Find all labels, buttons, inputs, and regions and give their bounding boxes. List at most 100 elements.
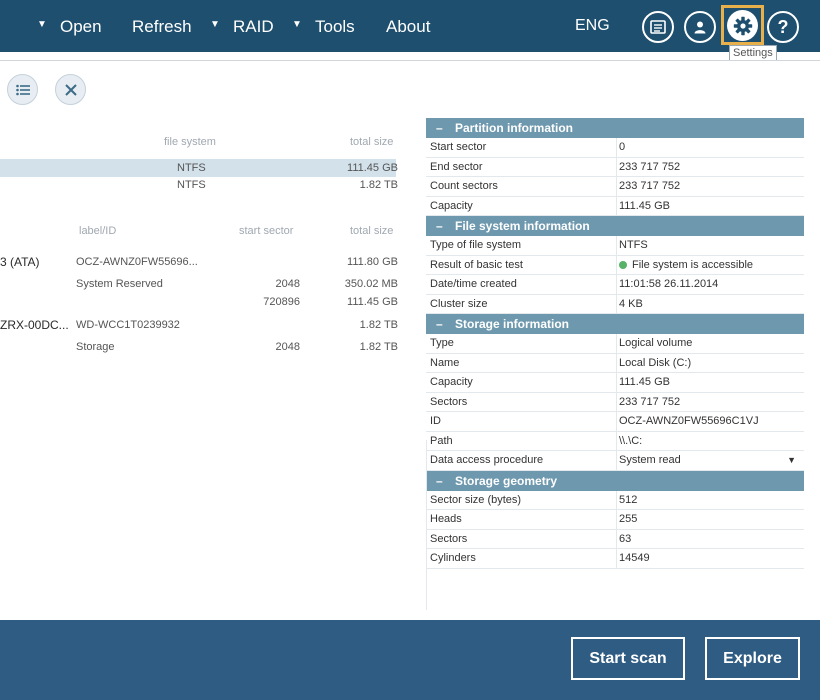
- settings-highlight-frame: [721, 5, 764, 45]
- section-file-system-information[interactable]: – File system information: [426, 216, 804, 236]
- storage-total-size[interactable]: 111.45 GB: [347, 296, 398, 308]
- info-value: 233 717 752: [619, 395, 681, 408]
- section-title: Storage information: [455, 317, 570, 331]
- menu-open[interactable]: Open: [60, 17, 102, 36]
- settings-tooltip: Settings: [729, 45, 777, 61]
- account-button[interactable]: [684, 11, 716, 43]
- storage-start-sector[interactable]: 2048: [275, 278, 300, 290]
- info-value: 11:01:58 26.11.2014: [619, 278, 719, 290]
- data-access-procedure-row: Data access procedure System read ▼: [426, 451, 804, 471]
- info-key: Data access procedure: [430, 454, 544, 466]
- info-value: 255: [619, 513, 638, 525]
- info-value: NTFS: [619, 239, 648, 251]
- info-row: Path \\.\C:: [426, 431, 804, 451]
- info-row: Date/time created 11:01:58 26.11.2014: [426, 275, 804, 295]
- storage-start-sector[interactable]: 720896: [263, 296, 300, 308]
- info-row: Sector size (bytes) 512: [426, 490, 804, 510]
- close-button[interactable]: [55, 74, 86, 105]
- info-row: Name Local Disk (C:): [426, 353, 804, 373]
- open-dropdown-arrow-icon[interactable]: ▼: [37, 19, 47, 30]
- info-row: Result of basic test File system is acces…: [426, 255, 804, 275]
- storage-total-size[interactable]: 111.80 GB: [347, 256, 398, 268]
- info-key: Date/time created: [430, 278, 517, 290]
- status-text: File system is accessible: [632, 258, 754, 271]
- data-access-procedure-select[interactable]: System read: [619, 454, 681, 466]
- col-header-total-size: total size: [350, 225, 394, 237]
- storage-total-size[interactable]: 1.82 TB: [359, 319, 398, 331]
- col-header-total-size: total size: [350, 136, 394, 148]
- log-button[interactable]: [642, 11, 674, 43]
- language-selector[interactable]: ENG: [575, 17, 610, 34]
- info-value: 4 KB: [619, 297, 643, 310]
- storage-label[interactable]: Storage: [76, 341, 115, 353]
- storage-name[interactable]: 3 (ATA): [0, 255, 40, 269]
- collapse-icon[interactable]: –: [436, 473, 443, 488]
- info-row: Cluster size 4 KB: [426, 294, 804, 314]
- tools-dropdown-arrow-icon[interactable]: ▼: [292, 19, 302, 30]
- info-row: Cylinders 14549: [426, 549, 804, 569]
- partition-total-size: 111.45 GB: [347, 162, 398, 174]
- storage-name[interactable]: ZRX-00DC...: [0, 318, 69, 332]
- help-button[interactable]: ?: [767, 11, 799, 43]
- explore-button[interactable]: Explore: [705, 637, 800, 680]
- panel-divider: [426, 440, 427, 610]
- col-header-start-sector: start sector: [239, 225, 294, 237]
- storage-label[interactable]: OCZ-AWNZ0FW55696...: [76, 256, 198, 268]
- info-value: 14549: [619, 552, 650, 564]
- info-key: Sectors: [430, 395, 468, 408]
- info-row: Capacity 111.45 GB: [426, 373, 804, 393]
- menu-raid[interactable]: RAID: [233, 17, 274, 36]
- svg-text:?: ?: [778, 18, 789, 36]
- info-row: Sectors 233 717 752: [426, 392, 804, 412]
- bottom-action-bar: [0, 620, 820, 700]
- storage-label[interactable]: System Reserved: [76, 278, 163, 290]
- collapse-icon[interactable]: –: [436, 219, 443, 233]
- info-value: 63: [619, 532, 632, 545]
- info-key: End sector: [430, 160, 483, 173]
- info-value: 111.45 GB: [619, 199, 670, 212]
- info-row: ID OCZ-AWNZ0FW55696C1VJ: [426, 412, 804, 432]
- info-row: Type Logical volume: [426, 334, 804, 354]
- info-row: Start sector 0: [426, 138, 804, 158]
- chevron-down-icon[interactable]: ▼: [787, 455, 796, 465]
- section-partition-information[interactable]: – Partition information: [426, 118, 804, 138]
- partition-total-size[interactable]: 1.82 TB: [359, 179, 398, 191]
- table-row-selected[interactable]: [0, 159, 396, 177]
- toolbar-divider: [0, 60, 820, 61]
- partition-file-system[interactable]: NTFS: [177, 179, 206, 191]
- info-key: Type: [430, 337, 454, 349]
- info-row: Heads 255: [426, 510, 804, 530]
- info-value: 0: [619, 141, 626, 153]
- info-key: Count sectors: [430, 180, 498, 192]
- raid-dropdown-arrow-icon[interactable]: ▼: [210, 19, 220, 30]
- info-key: Sectors: [430, 532, 468, 545]
- storage-start-sector[interactable]: 2048: [275, 341, 300, 353]
- info-value: 512: [619, 493, 638, 506]
- list-view-button[interactable]: [7, 74, 38, 105]
- info-row: End sector 233 717 752: [426, 157, 804, 177]
- info-value: 111.45 GB: [619, 376, 670, 388]
- settings-button[interactable]: [727, 10, 758, 41]
- storage-total-size[interactable]: 1.82 TB: [359, 341, 398, 353]
- menu-tools[interactable]: Tools: [315, 17, 355, 36]
- section-storage-geometry[interactable]: – Storage geometry: [426, 470, 804, 491]
- list-icon: [15, 84, 30, 95]
- info-key: Cylinders: [430, 552, 476, 564]
- info-key: Name: [430, 356, 460, 369]
- menu-refresh[interactable]: Refresh: [132, 17, 192, 36]
- section-title: Partition information: [455, 121, 573, 135]
- info-key: Result of basic test: [430, 258, 523, 271]
- top-menu-bar: ▼ Open Refresh ▼ RAID ▼ Tools About ENG …: [0, 0, 820, 52]
- section-storage-information[interactable]: – Storage information: [426, 314, 804, 334]
- collapse-icon[interactable]: –: [436, 317, 443, 331]
- menu-about[interactable]: About: [386, 17, 431, 36]
- info-row: Type of file system NTFS: [426, 236, 804, 256]
- storage-total-size[interactable]: 350.02 MB: [344, 278, 398, 290]
- info-panel: – Partition information Start sector 0 En…: [426, 118, 804, 569]
- collapse-icon[interactable]: –: [436, 121, 443, 135]
- info-row: Count sectors 233 717 752: [426, 177, 804, 197]
- storage-label[interactable]: WD-WCC1T0239932: [76, 319, 180, 331]
- section-title: Storage geometry: [455, 473, 558, 488]
- info-value: OCZ-AWNZ0FW55696C1VJ: [619, 415, 759, 427]
- start-scan-button[interactable]: Start scan: [571, 637, 685, 680]
